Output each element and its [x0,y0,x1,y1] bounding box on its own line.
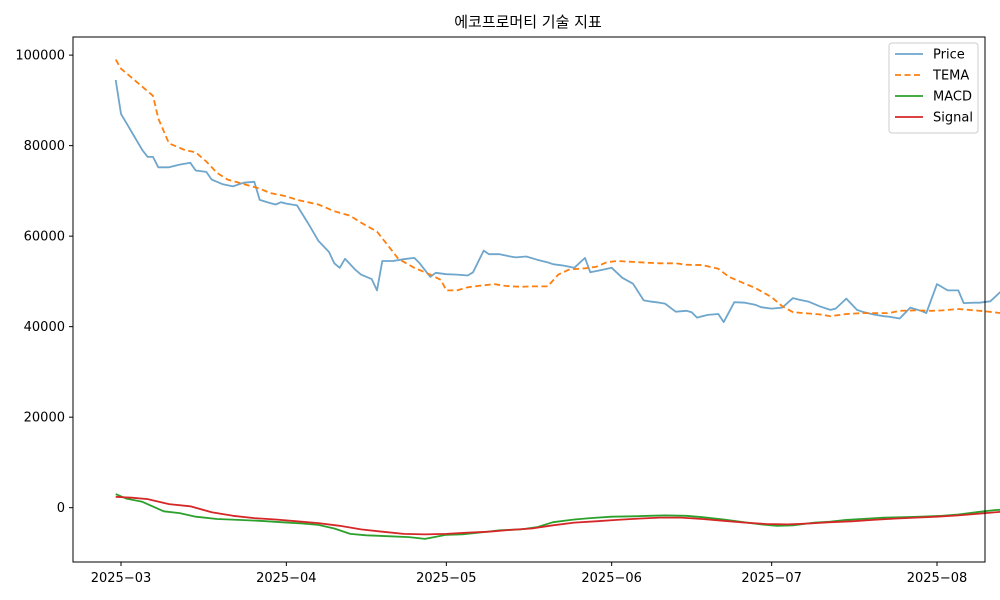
y-tick-label: 60000 [24,230,65,245]
series-line-price [114,79,1000,324]
legend-label-price: Price [933,48,965,63]
x-tick-label: 2025−06 [581,571,642,586]
x-tick-label: 2025−03 [91,571,152,586]
plot-frame [72,36,986,563]
series-layer [114,59,1000,540]
y-tick-label: 20000 [24,411,65,426]
legend-box [888,42,979,134]
legend-label-signal: Signal [933,111,973,126]
x-tick-label: 2025−07 [741,571,802,586]
legend-label-tema: TEMA [932,69,969,84]
x-tick-label: 2025−05 [416,571,477,586]
x-tick-label: 2025−08 [907,571,968,586]
y-tick-label: 80000 [24,139,65,154]
y-tick-label: 40000 [24,320,65,335]
y-axis: 0 20000 40000 60000 80000 100000 [15,49,73,516]
y-tick-label: 0 [57,501,65,516]
legend: Price TEMA MACD Signal [888,42,979,134]
chart-title: 에코프로머티 기술 지표 [454,13,602,31]
legend-label-macd: MACD [933,90,972,105]
x-axis: 2025−03 2025−04 2025−05 2025−06 2025−07 2025−… [91,562,968,586]
series-line-tema [114,59,1000,318]
series-line-signal [115,495,1000,536]
y-tick-label: 100000 [15,49,65,64]
x-tick-label: 2025−04 [256,571,317,586]
series-line-macd [115,493,1000,540]
